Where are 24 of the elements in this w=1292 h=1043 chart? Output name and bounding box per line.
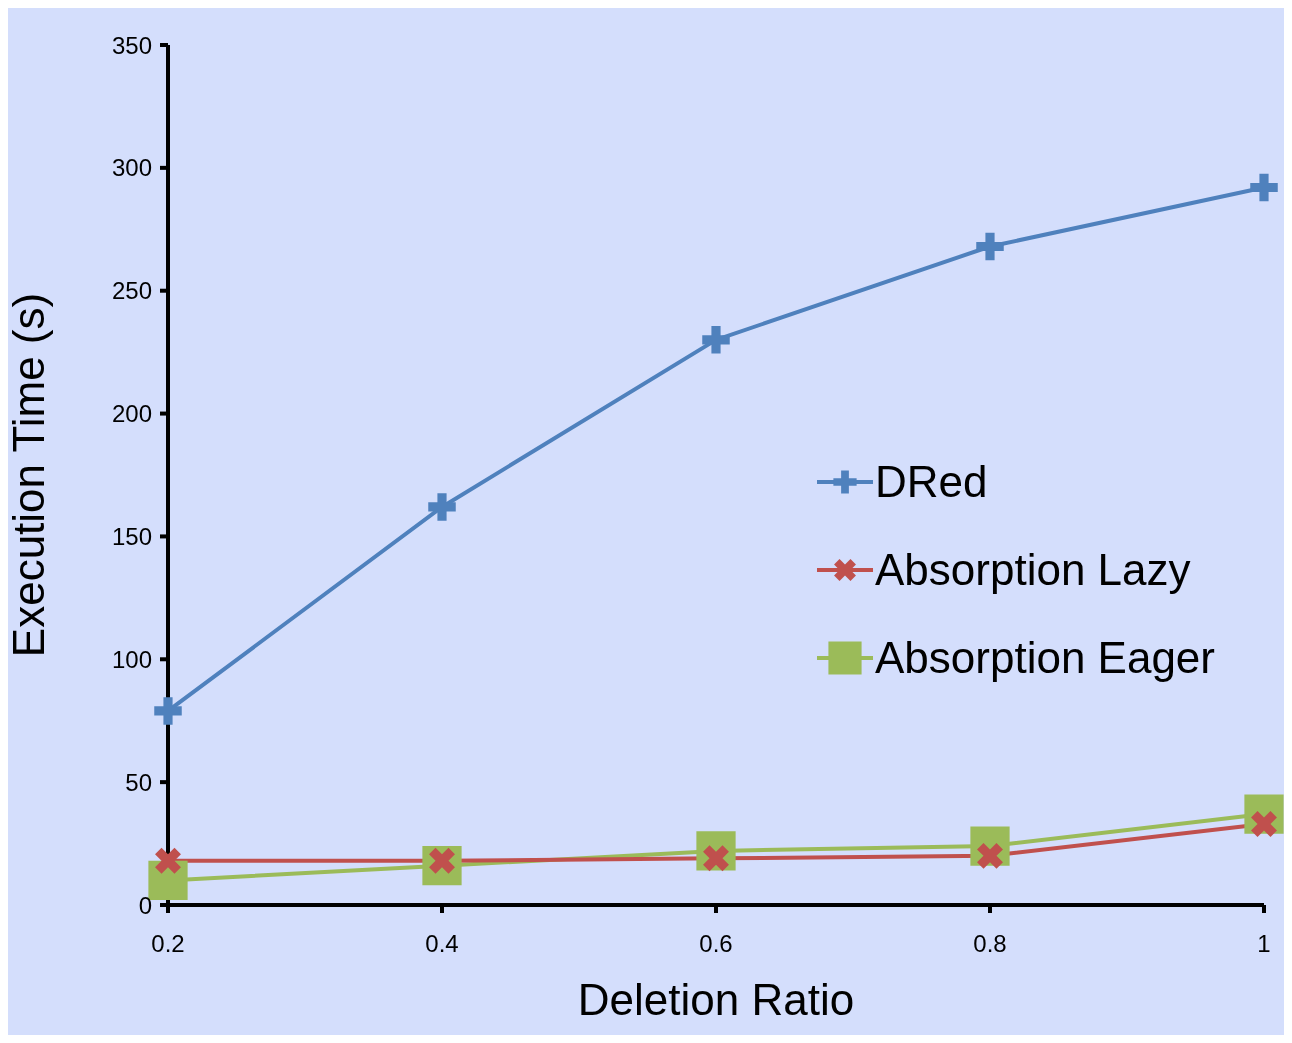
legend-label: Absorption Eager [875,633,1215,683]
legend-label: Absorption Lazy [875,545,1191,595]
x-tick-label: 1 [1257,930,1271,958]
point [155,847,181,874]
x-tick-label: 0.2 [151,930,185,958]
x-tick-label: 0.4 [425,930,459,958]
x-tick-label: 0.6 [699,930,733,958]
point [976,232,1004,261]
x-tick-label: 0.8 [973,930,1007,958]
y-tick-label: 50 [125,768,152,796]
y-tick-label: 0 [138,891,152,919]
point [1250,173,1278,202]
y-tick-label: 350 [111,31,152,59]
y-tick-label: 300 [111,154,152,182]
point [154,697,182,725]
y-tick-label: 200 [111,400,152,428]
y-tick-label: 250 [111,277,152,305]
legend-label: DRed [875,457,988,507]
x-axis-title: Deletion Ratio [577,975,855,1024]
point [702,326,730,354]
point [428,493,456,521]
y-tick-label: 150 [111,522,152,550]
y-axis-title: Execution Time (s) [3,292,53,658]
y-tick-label: 100 [111,645,152,673]
